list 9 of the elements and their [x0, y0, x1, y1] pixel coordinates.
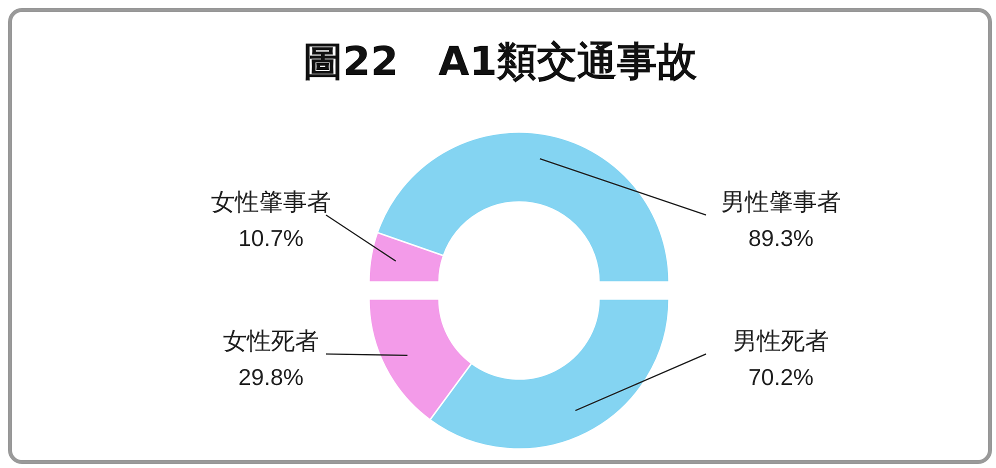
- slice-label: 男性肇事者: [721, 188, 841, 216]
- data-label: 89.3%: [748, 225, 814, 251]
- slice-label: 女性死者: [223, 327, 319, 355]
- slice-label: 男性死者: [733, 327, 829, 355]
- data-label: 10.7%: [238, 225, 304, 251]
- slice-label: 女性肇事者: [211, 188, 331, 216]
- chart-title: 圖22 A1類交通事故: [302, 38, 698, 87]
- data-label: 70.2%: [748, 364, 814, 390]
- data-label: 29.8%: [238, 364, 304, 390]
